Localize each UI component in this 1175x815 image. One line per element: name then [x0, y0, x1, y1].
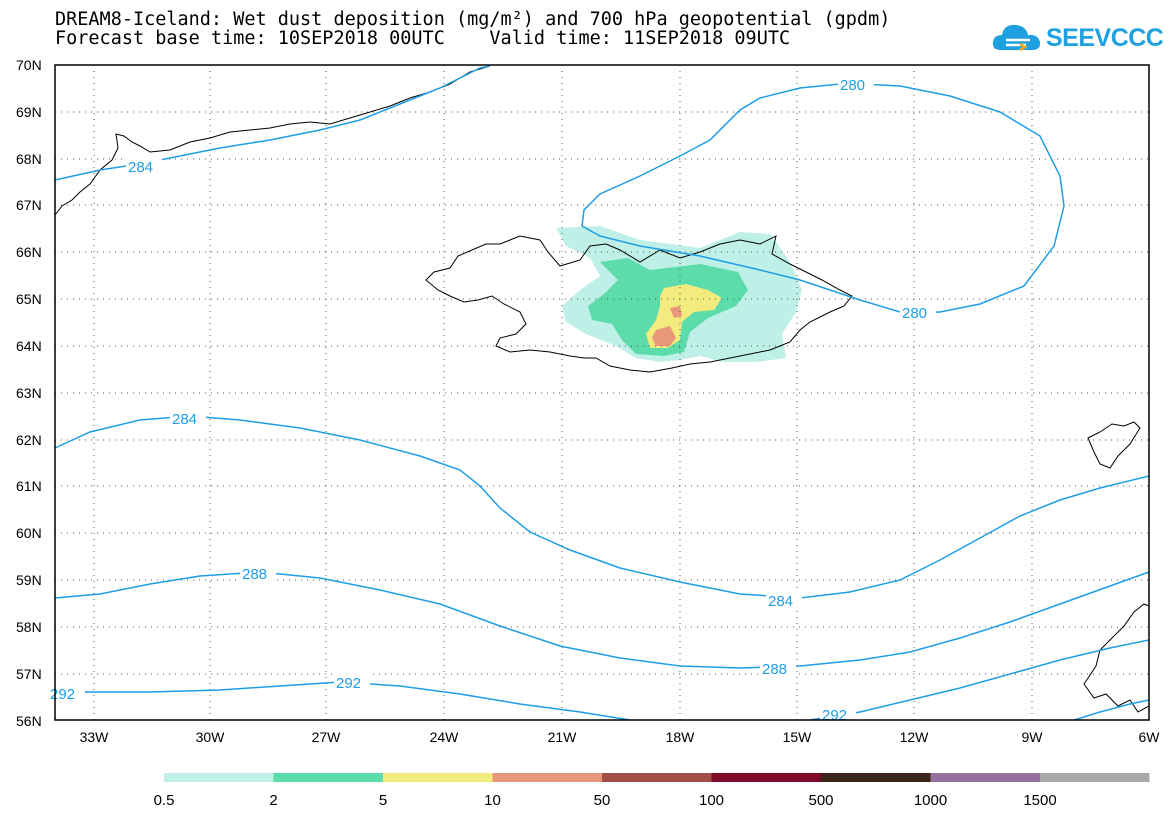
lon-label: 33W [80, 729, 110, 745]
contour-292-se [1073, 699, 1150, 721]
lat-label: 58N [16, 619, 42, 635]
colorbar-label: 1500 [1023, 792, 1056, 809]
lat-label: 62N [16, 432, 42, 448]
lat-label: 61N [16, 478, 42, 494]
lat-label: 70N [16, 57, 42, 73]
colorbar-label: 1000 [914, 792, 947, 809]
map-title: DREAM8-Iceland: Wet dust deposition (mg/… [55, 9, 891, 30]
lon-label: 24W [430, 729, 460, 745]
cloud-icon [992, 24, 1041, 52]
contour-292-east [809, 639, 1150, 721]
contour-label: 284 [172, 411, 197, 428]
seevccc-logo: SEEVCCC [990, 18, 1164, 58]
colorbar-swatch [711, 773, 821, 782]
lon-label: 27W [312, 729, 342, 745]
logo-text: SEEVCCC [1046, 24, 1164, 52]
coastlines [54, 65, 1150, 713]
lon-label: 12W [900, 729, 930, 745]
forecast-times: Forecast base time: 10SEP2018 00UTC Vali… [55, 28, 791, 49]
contour-label: 280 [902, 305, 927, 322]
colorbar-swatch [1040, 773, 1150, 782]
contour-280-north [581, 83, 1065, 313]
lon-label: 18W [666, 729, 696, 745]
contour-label: 284 [768, 593, 793, 610]
lat-label: 69N [16, 104, 42, 120]
lat-label: 59N [16, 572, 42, 588]
colorbar-label: 500 [808, 792, 833, 809]
lat-label: 68N [16, 151, 42, 167]
colorbar-swatch [492, 773, 602, 782]
colorbar-label: 10 [484, 792, 501, 809]
longitude-labels: 33W 30W 27W 24W 21W 18W 15W 12W 9W 6W [80, 729, 1161, 745]
lon-label: 6W [1139, 729, 1161, 745]
colorbar-label: 0.5 [154, 792, 175, 809]
lat-label: 66N [16, 244, 42, 260]
contour-284-north [54, 65, 491, 181]
lon-label: 9W [1022, 729, 1044, 745]
lat-label: 65N [16, 291, 42, 307]
colorbar-swatch [821, 773, 931, 782]
colorbar-label: 2 [269, 792, 277, 809]
colorbar-swatch [930, 773, 1040, 782]
contour-288-west [54, 571, 1150, 669]
contour-label: 280 [840, 77, 865, 94]
map-frame [54, 64, 1150, 721]
colorbar-swatch [273, 773, 383, 782]
lat-label: 56N [16, 713, 42, 729]
contour-label: 288 [242, 566, 267, 583]
lon-label: 15W [783, 729, 813, 745]
lon-label: 21W [548, 729, 578, 745]
contour-284-central [54, 415, 1150, 599]
colorbar-label: 50 [594, 792, 611, 809]
lat-label: 63N [16, 385, 42, 401]
colorbar-swatch [164, 773, 274, 782]
latitude-labels: 70N 69N 68N 67N 66N 65N 64N 63N 62N 61N … [16, 57, 42, 729]
lat-label: 60N [16, 525, 42, 541]
colorbar: 0.5 2 5 10 50 100 500 1000 1500 [154, 773, 1150, 809]
colorbar-swatch [383, 773, 493, 782]
colorbar-swatch [602, 773, 712, 782]
lat-label: 57N [16, 666, 42, 682]
contour-label: 284 [128, 159, 153, 176]
contour-label: 292 [822, 707, 847, 724]
contour-label: 292 [50, 686, 75, 703]
lat-label: 67N [16, 197, 42, 213]
lon-label: 30W [196, 729, 226, 745]
contour-label: 288 [762, 661, 787, 678]
colorbar-label: 100 [699, 792, 724, 809]
colorbar-label: 5 [379, 792, 387, 809]
lat-label: 64N [16, 338, 42, 354]
dust-deposition-shading [556, 226, 802, 362]
contour-label: 292 [336, 675, 361, 692]
graticule [55, 65, 1149, 720]
